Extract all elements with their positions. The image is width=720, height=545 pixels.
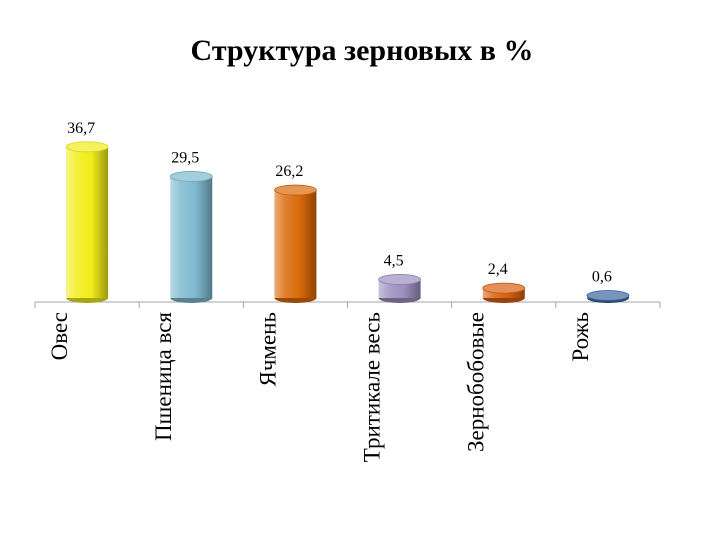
value-label: 0,6 [592,269,612,286]
value-label: 2,4 [488,261,508,278]
value-label: 26,2 [275,163,303,180]
bar-top [378,274,421,285]
bar-top [65,141,109,153]
bar-body [170,176,213,298]
bar-5 [482,282,526,303]
bar-top [482,282,526,294]
bar-body [66,146,109,298]
value-label: 4,5 [384,252,404,269]
bar-2 [169,171,213,303]
bar-top [274,184,317,196]
bar-1 [65,141,109,303]
category-label: Ячмень [255,312,280,386]
category-labels: Овес Пшеница вся Ячмень Тритикале весь Зерно… [47,312,593,463]
bar-4 [378,274,421,303]
value-label: 29,5 [171,149,199,166]
value-label: 36,7 [67,120,95,137]
x-axis-ticks [34,302,661,308]
value-labels: 36,7 29,5 26,2 4,5 2,4 0,6 [67,120,612,286]
bar-6 [586,290,630,303]
bar-body [274,190,317,298]
category-label: Тритикале весь [360,312,385,462]
chart-title: Структура зерновых в % [191,34,534,67]
category-label: Овес [47,312,72,360]
category-label: Зернобобовые [464,312,489,452]
bar-top [586,290,630,301]
category-label: Рожь [568,312,593,362]
bar-series [65,141,630,303]
bar-3 [274,184,317,303]
bar-top [169,171,213,182]
category-label: Пшеница вся [151,312,176,441]
